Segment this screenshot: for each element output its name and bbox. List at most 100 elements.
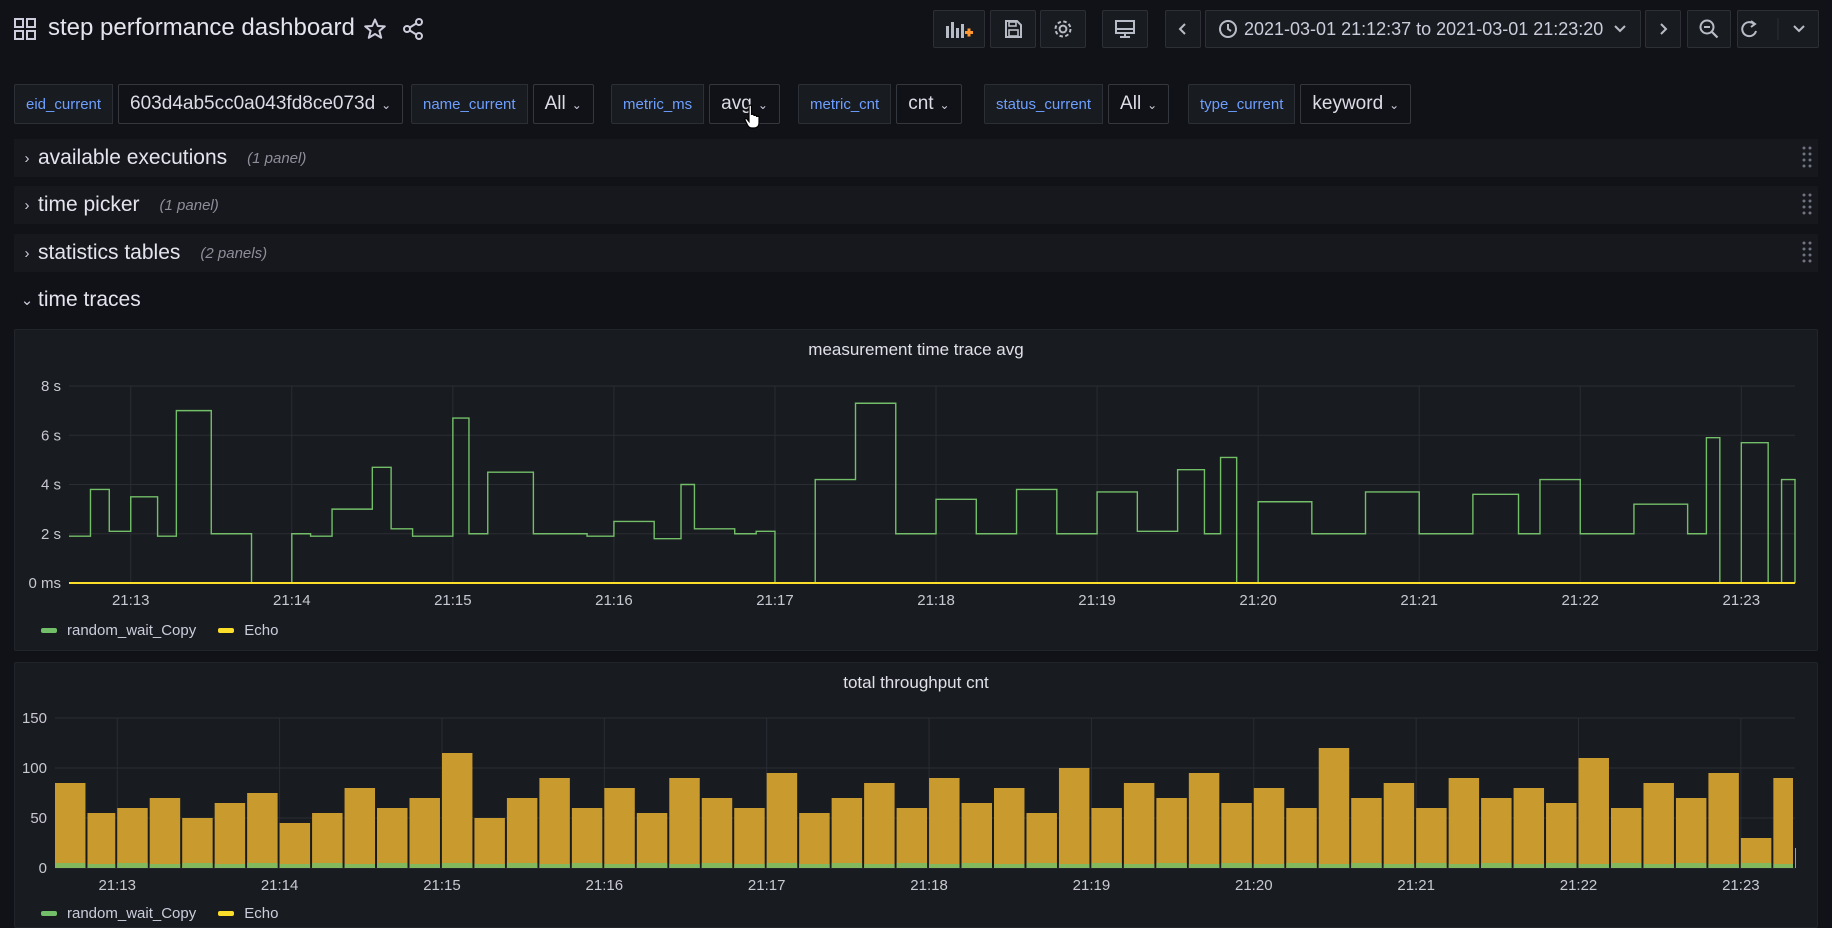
bar-echo <box>1156 798 1187 868</box>
drag-handle-icon[interactable] <box>1802 240 1812 266</box>
bar-random-wait-copy <box>55 863 86 868</box>
time-range-picker[interactable]: 2021-03-01 21:12:37 to 2021-03-01 21:23:… <box>1205 10 1641 48</box>
row-time-picker[interactable]: › time picker (1 panel) <box>14 186 1818 224</box>
bar-echo <box>441 753 473 868</box>
zoom-out-button[interactable] <box>1687 10 1731 48</box>
row-title: time traces <box>38 288 141 311</box>
time-shift-back-button[interactable] <box>1165 10 1201 48</box>
bar-echo <box>571 808 603 868</box>
bar-random-wait-copy <box>182 863 213 868</box>
bar-echo <box>55 783 86 868</box>
legend-item-random-wait-copy[interactable]: random_wait_Copy <box>41 622 196 639</box>
throughput-chart[interactable]: 0 50 100 150 21:13 21:14 21:15 21:16 21:17 21:18 2… <box>15 663 1819 928</box>
chevron-down-icon[interactable] <box>1792 23 1806 35</box>
bar-random-wait-copy <box>896 863 928 868</box>
x-tick-label: 21:19 <box>1078 592 1116 609</box>
settings-button[interactable] <box>1040 10 1086 48</box>
legend-item-echo[interactable]: Echo <box>218 905 278 922</box>
variable-type-current: type_current keyword ⌄ <box>1188 84 1412 124</box>
grid-icon[interactable] <box>14 18 36 40</box>
bar-echo <box>117 808 148 868</box>
drag-handle-icon[interactable] <box>1802 192 1812 218</box>
bar-echo <box>214 803 246 868</box>
bar-random-wait-copy <box>1383 864 1415 868</box>
page-title[interactable]: step performance dashboard <box>48 14 355 41</box>
save-button[interactable] <box>990 10 1036 48</box>
variable-select[interactable]: All ⌄ <box>532 84 594 124</box>
bar-random-wait-copy <box>1578 864 1609 868</box>
row-available-executions[interactable]: › available executions (1 panel) <box>14 139 1818 177</box>
bar-random-wait-copy <box>409 864 440 868</box>
gear-icon <box>1054 20 1072 38</box>
x-tick-label: 21:16 <box>595 592 633 609</box>
bar-echo <box>669 778 700 868</box>
y-tick-label: 100 <box>22 760 47 777</box>
variable-select[interactable]: avg ⌄ <box>709 84 780 124</box>
bar-echo <box>1351 798 1382 868</box>
x-tick-label: 21:17 <box>756 592 794 609</box>
bar-random-wait-copy <box>1740 863 1772 868</box>
star-icon[interactable] <box>363 17 387 41</box>
bar-random-wait-copy <box>1253 864 1285 868</box>
x-tick-label: 21:23 <box>1723 592 1761 609</box>
row-statistics-tables[interactable]: › statistics tables (2 panels) <box>14 234 1818 272</box>
bar-echo <box>377 808 408 868</box>
bar-random-wait-copy <box>1416 863 1447 868</box>
share-icon[interactable] <box>401 17 425 41</box>
variable-select[interactable]: keyword ⌄ <box>1300 84 1412 124</box>
bar-random-wait-copy <box>1481 863 1512 868</box>
bar-echo <box>1481 798 1512 868</box>
add-panel-button[interactable] <box>933 10 985 48</box>
bar-random-wait-copy <box>474 864 505 868</box>
row-title: time picker <box>38 193 140 216</box>
bar-echo <box>1546 803 1577 868</box>
legend-swatch <box>41 911 57 916</box>
bar-random-wait-copy <box>1773 864 1793 868</box>
row-time-traces[interactable]: ⌄ time traces <box>14 281 1818 319</box>
x-tick-label: 21:21 <box>1400 592 1438 609</box>
bar-echo <box>701 798 733 868</box>
variable-select[interactable]: All ⌄ <box>1108 84 1170 124</box>
x-tick-label: 21:15 <box>423 877 461 894</box>
variable-label: status_current <box>984 84 1104 124</box>
variable-select[interactable]: cnt ⌄ <box>896 84 962 124</box>
panel-measurement-time-trace[interactable]: measurement time trace avg 0 ms 2 s 4 s 6 s… <box>14 329 1818 651</box>
legend-item-random-wait-copy[interactable]: random_wait_Copy <box>41 905 196 922</box>
variable-select[interactable]: 603d4ab5cc0a043fd8ce073d ⌄ <box>118 84 404 124</box>
chevron-right-icon: › <box>24 244 30 262</box>
tv-icon <box>1115 20 1135 38</box>
bar-echo <box>1026 813 1057 868</box>
bar-echo <box>1123 783 1155 868</box>
bar-random-wait-copy <box>766 863 798 868</box>
variable-value: keyword <box>1312 93 1384 114</box>
refresh-button[interactable] <box>1737 10 1819 48</box>
bar-echo <box>994 788 1025 868</box>
bar-random-wait-copy <box>1058 864 1090 868</box>
bar-random-wait-copy <box>864 864 895 868</box>
panel-total-throughput[interactable]: total throughput cnt 0 50 100 150 21:13 21:14… <box>14 662 1818 928</box>
time-trace-chart[interactable]: 0 ms 2 s 4 s 6 s 8 s 21:13 21:14 21:15 21:16 21:1… <box>15 330 1819 652</box>
clock-icon <box>1219 20 1237 38</box>
x-tick-label: 21:22 <box>1560 877 1598 894</box>
legend-label: Echo <box>244 905 279 922</box>
bar-random-wait-copy <box>929 864 960 868</box>
legend-item-echo[interactable]: Echo <box>218 622 278 639</box>
bar-random-wait-copy <box>87 864 116 868</box>
time-shift-forward-button[interactable] <box>1645 10 1681 48</box>
bar-random-wait-copy <box>1351 863 1382 868</box>
bar-random-wait-copy <box>994 864 1025 868</box>
bar-echo <box>1253 788 1285 868</box>
bar-random-wait-copy <box>1513 864 1545 868</box>
tv-mode-button[interactable] <box>1102 10 1148 48</box>
chevron-right-icon <box>1660 23 1668 35</box>
series-line-random-wait-copy <box>69 402 1796 584</box>
bar-random-wait-copy <box>344 864 376 868</box>
x-tick-label: 21:13 <box>112 592 150 609</box>
bar-echo <box>1221 803 1252 868</box>
drag-handle-icon[interactable] <box>1802 145 1812 171</box>
chevron-down-icon: ⌄ <box>1389 98 1400 112</box>
x-tick-label: 21:23 <box>1722 877 1760 894</box>
bar-echo <box>1578 758 1609 868</box>
x-tick-label: 21:22 <box>1561 592 1599 609</box>
bar-random-wait-copy <box>1675 863 1707 868</box>
